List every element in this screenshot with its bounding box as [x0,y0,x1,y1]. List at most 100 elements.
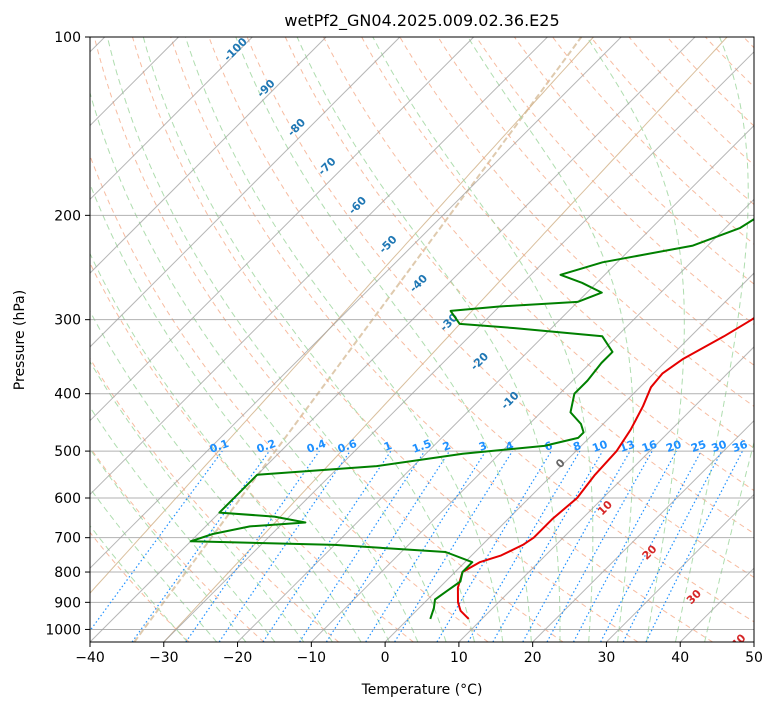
moist-adiabat [90,310,333,642]
x-tick-label: 20 [524,650,542,666]
mixing-ratio-label: 6 [543,439,555,454]
y-tick-label: 800 [54,565,81,581]
isotherm [458,346,754,642]
mixing-ratio-label: 20 [664,438,683,456]
mixing-ratio-lines [90,450,744,642]
isotherm [237,124,754,642]
background-curve [90,37,594,594]
moist-adiabat [372,37,594,642]
background-curves [90,37,728,642]
moist-adiabat [90,360,305,642]
dry-adiabat [132,37,639,642]
x-tick-label: 10 [450,650,468,666]
moist-adiabat [90,448,247,642]
dry-adiabat [246,37,754,578]
mixing-ratio-label: 1 [382,439,394,454]
y-tick-label: 100 [54,30,81,46]
mixing-ratio-line [131,450,270,642]
y-tick-label: 700 [54,531,81,547]
moist-adiabat [586,37,685,642]
mixing-ratio-line [572,450,677,642]
mixing-ratio-line [90,450,223,632]
isotherm [606,493,754,642]
x-tick-label: −30 [149,650,179,666]
y-tick-label: 200 [54,208,81,224]
x-tick-label: 40 [671,650,689,666]
mixing-ratio-line [325,450,450,642]
background-curve [133,37,583,642]
dry-adiabat [323,37,754,492]
dry-adiabat [90,531,190,642]
x-tick-label: −40 [75,650,105,666]
background-curve [163,37,728,642]
isotherm [90,37,475,422]
x-tick-label: 30 [598,650,616,666]
mixing-ratio-label: 8 [571,439,583,454]
mixing-ratio-label: 10 [590,438,609,456]
dewpoint-profile [189,217,754,620]
dry-adiabat [437,37,754,366]
mixing-ratio-label: 3 [477,439,489,454]
dry-adiabat [361,37,754,449]
mixing-ratio-label: 0.4 [305,437,328,456]
isotherm [90,37,327,274]
temperature-profile [456,316,754,620]
mixing-ratio-line [645,450,744,642]
mixing-ratio-line [546,450,653,642]
moist-adiabat [142,37,475,642]
isotherm [90,37,253,201]
profile-series [189,217,754,620]
dry-adiabat [399,37,754,408]
plot-frame [89,36,755,643]
dry-adiabat [93,37,564,642]
y-tick-label: 1000 [45,622,81,638]
y-tick-label: 500 [54,444,81,460]
dry-adiabat [90,357,339,642]
mixing-ratio-line [185,450,320,642]
isotherm [532,419,754,642]
isotherms [90,37,754,642]
moist-adiabat [90,524,188,642]
y-tick-label: 900 [54,595,81,611]
y-tick-label: 300 [54,313,81,329]
mixing-ratio-label: 4 [504,439,516,454]
dry-adiabat [90,262,414,642]
mixing-ratio-label: 0.1 [208,437,231,456]
isotherm [90,37,622,569]
moist-adiabat [90,91,419,642]
mixing-ratio-label: 0.2 [255,437,278,456]
x-axis-title: Temperature (°C) [361,682,483,698]
mixing-ratio-line [394,450,513,642]
mixing-ratio-label: 36 [730,438,749,456]
moist-adiabat [704,440,754,642]
mixing-ratio-line [218,450,351,642]
moist-adiabat [90,182,390,642]
moist-adiabat [184,37,504,642]
isotherm [90,37,548,496]
isotherm [310,198,754,642]
mixing-ratio-line [522,450,631,642]
chart-title: wetPf2_GN04.2025.009.02.36.E25 [284,11,559,31]
x-tick-label: −20 [223,650,253,666]
mixing-ratio-line [262,450,392,642]
isotherm [384,272,754,642]
moist-adiabat-label: 40 [729,631,749,651]
mixing-ratio-label: 25 [689,438,708,455]
mixing-ratio-label: 1.5 [410,437,433,456]
plot-area: 0.1 0.2 0.4 0.6 1 1.5 2 3 4 6 8 10 13 16 20 25 30 36-100-… [90,37,754,651]
mixing-ratio-label: 16 [640,438,659,456]
isotherm [163,51,754,642]
mixing-ratio-label: 2 [441,439,453,454]
x-tick-label: 50 [745,650,763,666]
moist-adiabat [90,487,218,642]
mixing-ratio-line [299,450,426,642]
mixing-ratio-label: 30 [710,438,729,456]
moist-adiabat [90,406,276,642]
x-tick-label: 0 [381,650,390,666]
x-axis-ticks: −40 −30 −20 −10 0 10 20 30 40 50 [75,642,763,666]
moist-adiabat [106,37,447,642]
y-tick-label: 400 [54,387,81,403]
isotherm [90,37,401,348]
